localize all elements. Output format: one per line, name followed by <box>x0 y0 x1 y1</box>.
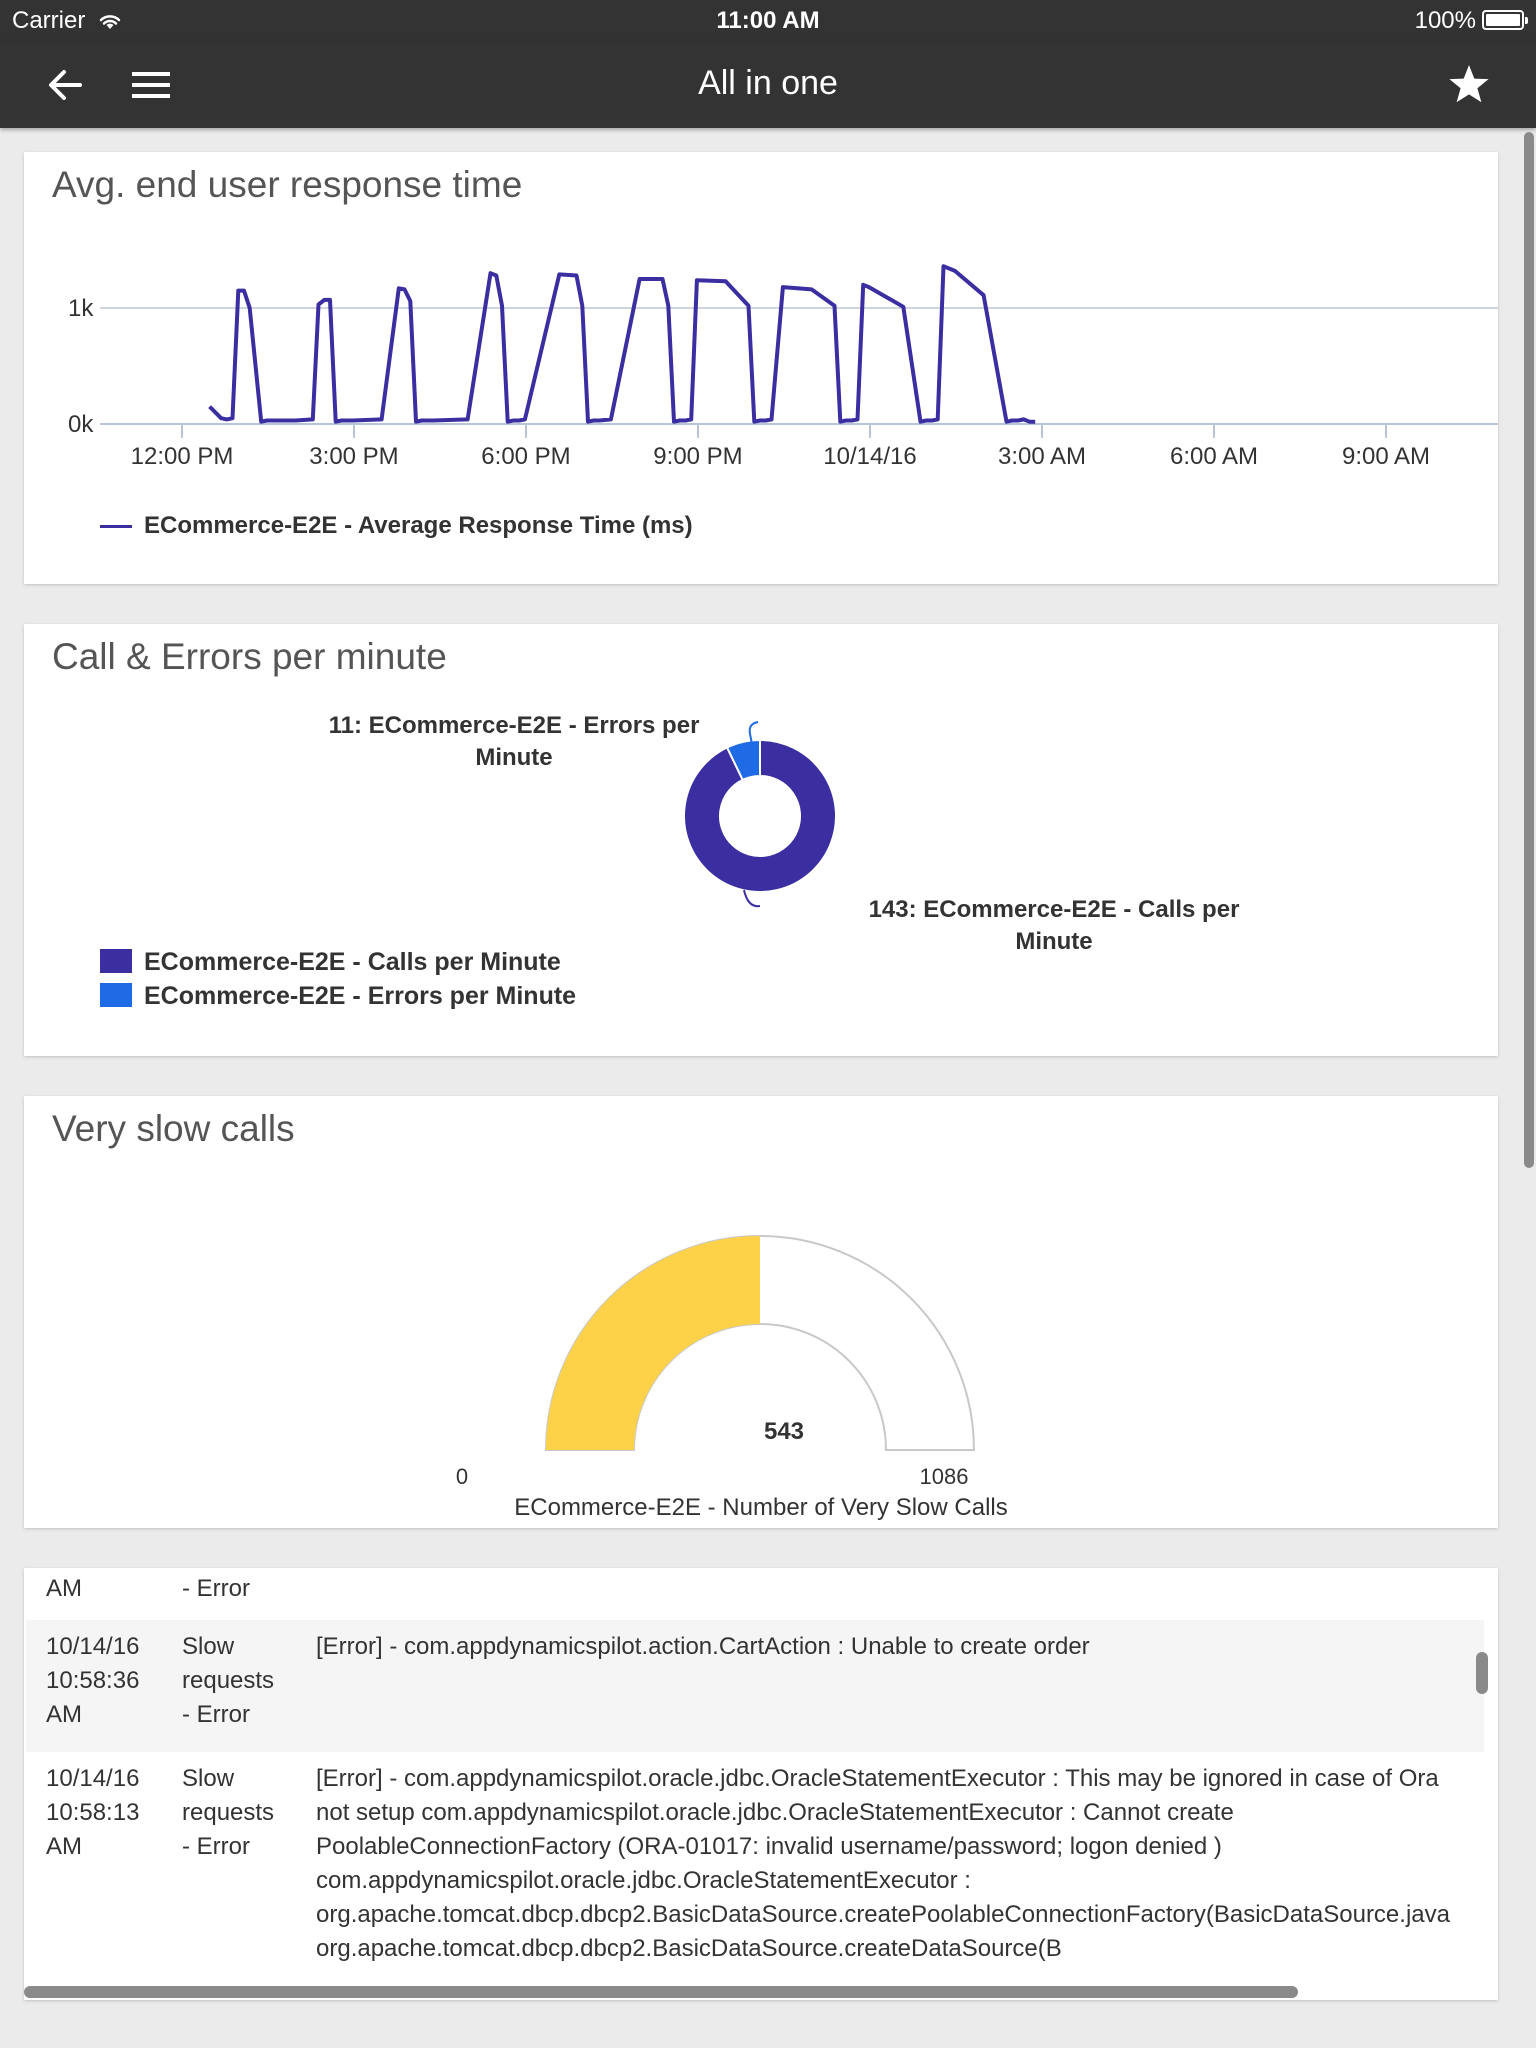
gauge-min-label: 0 <box>455 1464 469 1489</box>
row-time: AM <box>46 1575 82 1602</box>
legend-label-errors: ECommerce-E2E - Errors per Minute <box>144 982 577 1010</box>
events-table-card[interactable]: AM - Error 10/14/16 10:58:36 AM Slow req… <box>24 1568 1498 2000</box>
status-bar: Carrier 11:00 AM 100% <box>0 0 1536 42</box>
page-title: All in one <box>698 64 838 102</box>
series-line <box>208 264 1036 424</box>
x-tick-label: 3:00 PM <box>309 443 398 470</box>
back-arrow-icon[interactable] <box>44 64 86 106</box>
slow-calls-title: Very slow calls <box>52 1108 295 1149</box>
carrier-text: Carrier <box>12 7 86 34</box>
gauge-value: 543 <box>763 1418 805 1445</box>
table-row[interactable]: 10/14/16 10:58:13 AM Slow requests - Err… <box>26 1752 1484 1982</box>
table-vertical-scrollbar[interactable] <box>1476 1652 1488 1694</box>
row-type: - Error <box>182 1575 250 1602</box>
page-scrollbar[interactable] <box>1524 132 1534 1168</box>
row-type: Slow requests - Error <box>182 1765 275 1860</box>
slow-calls-card[interactable]: Very slow calls 543 0 1086 ECommerce-E2E… <box>24 1096 1498 1528</box>
battery-percent: 100% <box>1414 7 1476 34</box>
calls-data-label: 143: ECommerce-E2E - Calls per Minute <box>868 896 1240 955</box>
x-tick-label: 9:00 AM <box>1342 443 1430 470</box>
calls-connector <box>743 889 761 908</box>
gauge-fill <box>546 1236 760 1450</box>
table-row[interactable]: 10/14/16 10:58:36 AM Slow requests - Err… <box>26 1620 1484 1752</box>
horizontal-scrollbar[interactable] <box>24 1986 1298 1998</box>
response-time-card[interactable]: Avg. end user response time 12:00 PM 3:00… <box>24 152 1498 584</box>
favorite-star-icon[interactable] <box>1446 62 1492 108</box>
legend-label: ECommerce-E2E - Average Response Time (m… <box>144 512 693 539</box>
legend-swatch-calls <box>100 949 132 973</box>
slow-calls-gauge <box>544 1235 976 1451</box>
carrier-label: Carrier <box>12 7 122 35</box>
x-tick-label: 9:00 PM <box>653 443 742 470</box>
chart-legend[interactable]: ECommerce-E2E - Average Response Time (m… <box>100 512 693 540</box>
gauge-series-label: ECommerce-E2E - Number of Very Slow Call… <box>514 1494 1008 1521</box>
legend-item-calls[interactable]: ECommerce-E2E - Calls per Minute <box>100 948 561 977</box>
legend-item-errors[interactable]: ECommerce-E2E - Errors per Minute <box>100 982 576 1011</box>
app-bar: All in one <box>0 42 1536 128</box>
row-time: 10/14/16 10:58:13 AM <box>46 1765 140 1860</box>
response-time-title: Avg. end user response time <box>52 164 523 205</box>
legend-swatch <box>100 525 132 529</box>
y-tick-label: 1k <box>68 295 94 322</box>
row-message: [Error] - com.appdynamicspilot.action.Ca… <box>316 1633 1090 1660</box>
gauge-max-label: 1086 <box>919 1464 969 1489</box>
legend-label-calls: ECommerce-E2E - Calls per Minute <box>144 948 561 976</box>
y-tick-label: 0k <box>68 411 94 438</box>
calls-errors-donut <box>683 721 837 908</box>
row-time: 10/14/16 10:58:36 AM <box>46 1633 140 1728</box>
x-tick-label: 3:00 AM <box>998 443 1086 470</box>
errors-connector <box>748 721 759 745</box>
x-tick-label: 10/14/16 <box>823 443 916 470</box>
legend-swatch-errors <box>100 983 132 1007</box>
hamburger-menu-icon[interactable] <box>130 64 172 106</box>
response-time-chart: 12:00 PM 3:00 PM 6:00 PM 9:00 PM 10/14/16 3:0… <box>68 264 1498 470</box>
row-message: [Error] - com.appdynamicspilot.oracle.jd… <box>316 1765 1450 1962</box>
calls-errors-card[interactable]: Call & Errors per minute 11: ECommerce-E… <box>24 624 1498 1056</box>
table-row[interactable]: AM - Error <box>26 1568 1484 1620</box>
x-tick-label: 12:00 PM <box>131 443 234 470</box>
calls-errors-title: Call & Errors per minute <box>52 636 447 677</box>
errors-data-label: 11: ECommerce-E2E - Errors per Minute <box>328 712 700 771</box>
x-tick-label: 6:00 AM <box>1170 443 1258 470</box>
row-type: Slow requests - Error <box>182 1633 275 1728</box>
clock: 11:00 AM <box>716 7 820 34</box>
battery-icon <box>1482 10 1528 30</box>
x-tick-label: 6:00 PM <box>481 443 570 470</box>
wifi-icon <box>99 15 121 29</box>
